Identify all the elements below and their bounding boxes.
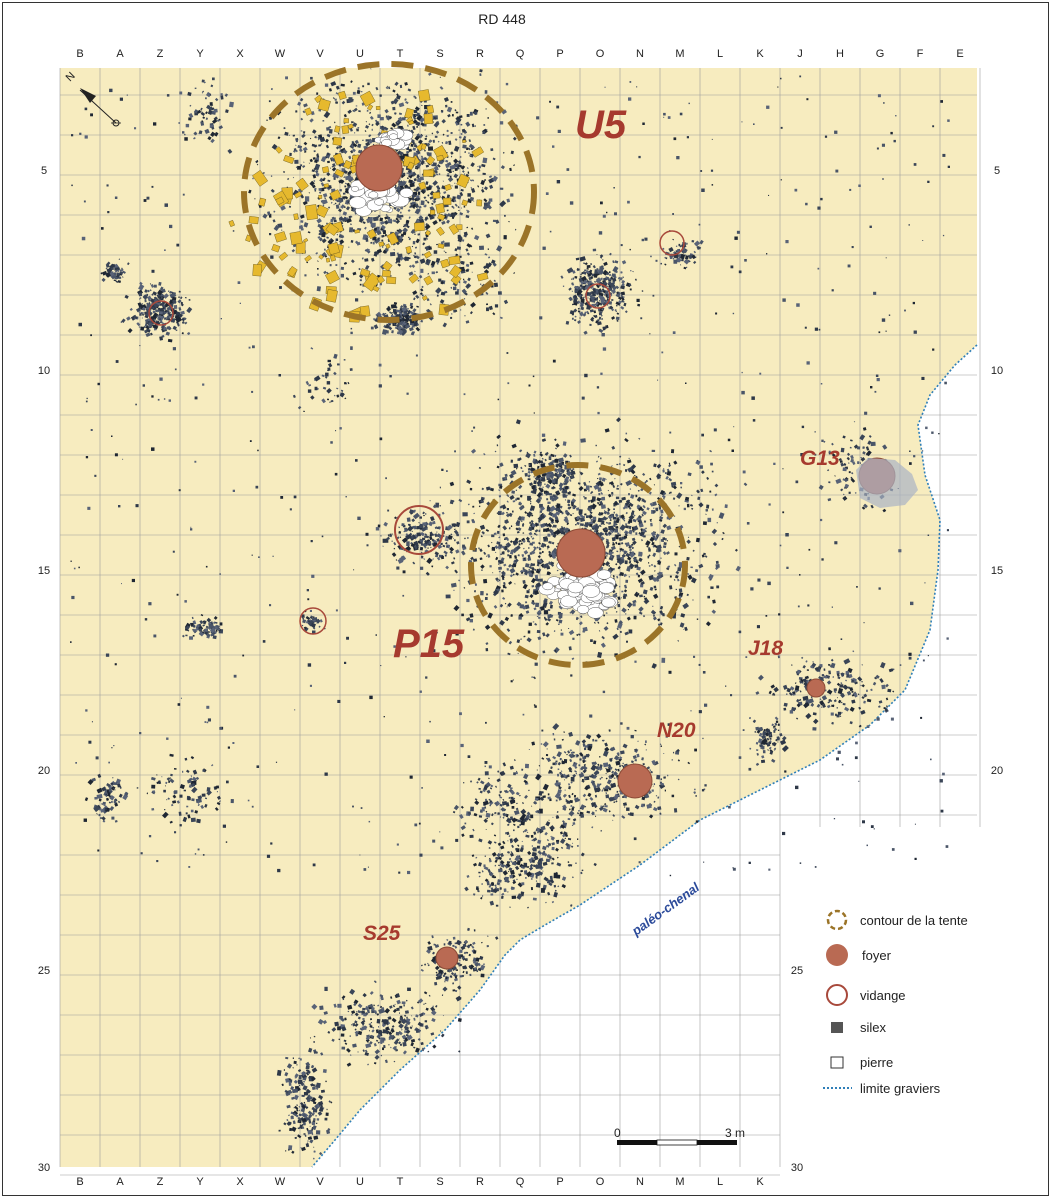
row-label: 15 — [38, 565, 50, 577]
legend-hearth-symbol — [826, 944, 848, 966]
column-label: O — [596, 48, 605, 60]
column-label: H — [836, 48, 844, 60]
legend-hearth-label: foyer — [862, 948, 892, 963]
zone-label-p15: P15 — [393, 622, 465, 666]
column-label: Y — [196, 1176, 204, 1188]
column-label: S — [436, 48, 443, 60]
legend-dump-label: vidange — [860, 988, 906, 1003]
hearth-n20 — [617, 763, 653, 799]
row-labels-right: 5 10 15 20 25 30 — [791, 165, 1003, 1174]
zone-label-j18: J18 — [748, 637, 783, 660]
column-label: Q — [516, 48, 525, 60]
row-label: 20 — [38, 765, 50, 777]
row-label: 20 — [991, 765, 1003, 777]
legend-stone-symbol — [830, 1056, 844, 1069]
column-label: U — [356, 48, 364, 60]
column-label: R — [476, 48, 484, 60]
dump-v16 — [299, 607, 327, 635]
legend-flint-symbol — [831, 1022, 843, 1033]
column-label: V — [316, 48, 324, 60]
column-label: P — [556, 48, 563, 60]
row-label: 15 — [991, 565, 1003, 577]
row-label: 10 — [38, 365, 50, 377]
g13-ash-patch — [856, 458, 918, 508]
paleochenal-label: paléo-chenal — [628, 879, 702, 939]
dump-o8 — [585, 283, 611, 309]
row-label: 10 — [991, 365, 1003, 377]
dump-m7 — [659, 230, 685, 256]
column-label: N — [636, 1176, 644, 1188]
column-label: Z — [157, 1176, 164, 1188]
row-label: 30 — [791, 1162, 803, 1174]
scale-end: 3 m — [725, 1126, 745, 1140]
column-label: W — [275, 1176, 286, 1188]
column-label: B — [76, 1176, 83, 1188]
column-label: R — [476, 1176, 484, 1188]
zone-label-s25: S25 — [363, 922, 401, 945]
column-label: J — [797, 48, 803, 60]
row-label: 5 — [994, 165, 1000, 177]
column-label: U — [356, 1176, 364, 1188]
column-label: M — [675, 48, 684, 60]
column-label: O — [596, 1176, 605, 1188]
column-label: K — [756, 1176, 764, 1188]
legend-stone-label: pierre — [860, 1055, 893, 1070]
row-label: 25 — [38, 965, 50, 977]
scale-start: 0 — [614, 1126, 621, 1140]
hearth-j18 — [806, 678, 826, 698]
column-label: N — [636, 48, 644, 60]
legend-flint-label: silex — [860, 1020, 887, 1035]
hearth-p15 — [556, 528, 606, 578]
column-label: V — [316, 1176, 324, 1188]
scale-bar: 0 3 m — [614, 1126, 745, 1146]
column-label: G — [876, 48, 885, 60]
legend-dump-symbol — [826, 984, 848, 1006]
column-label: M — [675, 1176, 684, 1188]
legend-gravel-label: limite graviers — [860, 1081, 941, 1096]
row-labels-left: 5 10 15 20 25 30 — [38, 165, 50, 1174]
column-label: T — [397, 1176, 404, 1188]
column-label: Y — [196, 48, 204, 60]
row-label: 30 — [38, 1162, 50, 1174]
legend-tent-symbol — [826, 909, 848, 931]
column-label: P — [556, 1176, 563, 1188]
column-label: L — [717, 48, 723, 60]
legend-tent-label: contour de la tente — [860, 913, 968, 928]
column-label: Z — [157, 48, 164, 60]
column-label: W — [275, 48, 286, 60]
column-label: E — [956, 48, 963, 60]
column-label: Q — [516, 1176, 525, 1188]
row-label: 25 — [791, 965, 803, 977]
dump-s14 — [394, 505, 444, 555]
column-label: K — [756, 48, 764, 60]
hearth-s25 — [435, 946, 459, 970]
column-label: S — [436, 1176, 443, 1188]
column-label: X — [236, 1176, 244, 1188]
zone-label-g13: G13 — [800, 447, 840, 470]
column-label: A — [116, 1176, 124, 1188]
dump-az8 — [148, 300, 174, 326]
column-label: F — [917, 48, 924, 60]
column-label: L — [717, 1176, 723, 1188]
column-label: A — [116, 48, 124, 60]
zone-label-u5: U5 — [575, 103, 627, 147]
tent-outline-p15 — [468, 462, 688, 668]
ochre-stones — [228, 89, 489, 323]
artifact-scatter — [70, 68, 950, 1160]
column-label: T — [397, 48, 404, 60]
hearth-u5 — [355, 144, 403, 192]
column-label: B — [76, 48, 83, 60]
row-label: 5 — [41, 165, 47, 177]
tent-outline-u5 — [241, 61, 537, 323]
column-label: X — [236, 48, 244, 60]
map-title: RD 448 — [478, 11, 526, 27]
gravel-limit-line — [311, 344, 978, 1168]
zone-label-n20: N20 — [657, 719, 696, 742]
legend: contour de la tente foyer vidange silex … — [823, 909, 968, 1096]
